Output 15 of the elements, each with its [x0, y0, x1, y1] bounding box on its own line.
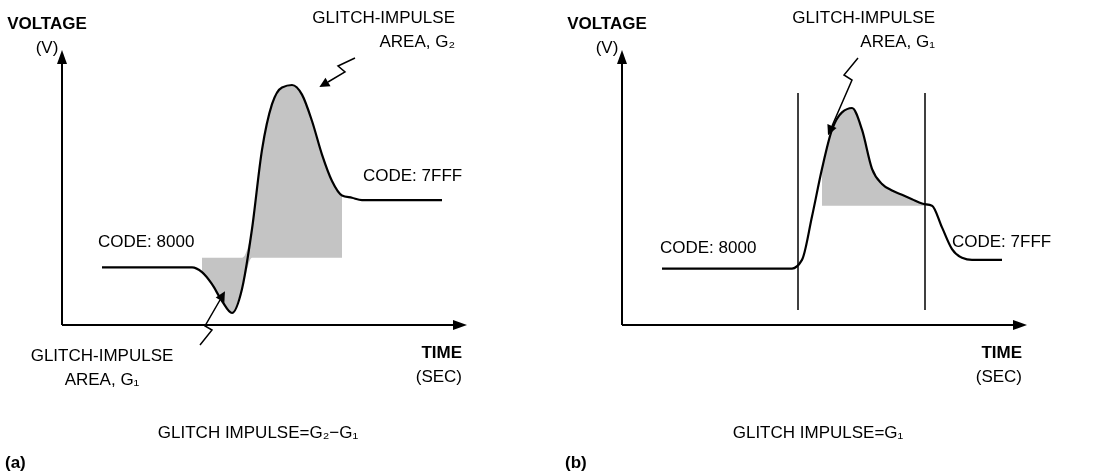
y-axis-title: VOLTAGE (V) — [7, 14, 87, 57]
text: GLITCH-IMPULSE AREA, G₂ — [312, 8, 455, 51]
x-axis-title: TIME (SEC) — [975, 343, 1022, 386]
y-axis-title: VOLTAGE (V) — [567, 14, 647, 57]
annotation: CODE: 7FFF — [363, 166, 463, 185]
text: GLITCH-IMPULSE AREA, G₁ — [30, 346, 174, 389]
annotation: CODE: 7FFF — [952, 232, 1052, 251]
text: GLITCH IMPULSE=G₂−G₁ — [157, 423, 359, 442]
text: (a) — [5, 453, 26, 472]
text: (b) — [565, 453, 587, 472]
annotation: CODE: 8000 — [98, 232, 195, 251]
text: GLITCH-IMPULSE AREA, G₁ — [792, 8, 936, 51]
x-axis-title: TIME (SEC) — [415, 343, 462, 386]
annotation: CODE: 8000 — [660, 238, 757, 257]
text: GLITCH IMPULSE=G₁ — [732, 423, 904, 442]
